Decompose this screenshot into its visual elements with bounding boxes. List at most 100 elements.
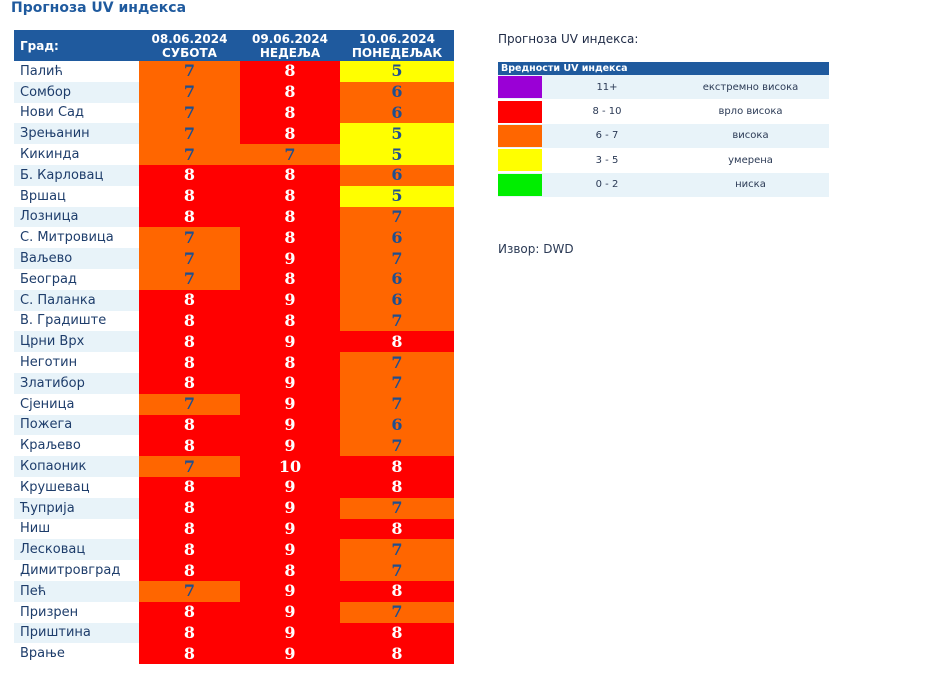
uv-value-cell: 9 bbox=[240, 414, 340, 436]
table-row: Ниш 8 9 8 bbox=[14, 518, 454, 540]
uv-value-cell: 10 bbox=[240, 456, 340, 477]
uv-value-cell: 8 bbox=[139, 372, 240, 394]
day-name: НЕДЕЉА bbox=[259, 45, 321, 60]
city-name: Зрењанин bbox=[14, 123, 139, 145]
legend-item: 3 - 5 умерена bbox=[498, 148, 829, 172]
table-body: Палић 7 8 5 Сомбор 7 8 6 Нови Сад 7 8 6 Зрењанин 7 8 5 К… bbox=[14, 61, 454, 665]
city-name: Београд bbox=[14, 268, 139, 290]
uv-value-cell: 8 bbox=[139, 560, 240, 581]
uv-value-cell: 9 bbox=[240, 476, 340, 498]
table-row: Лозница 8 8 7 bbox=[14, 206, 454, 228]
table-row: Београд 7 8 6 bbox=[14, 268, 454, 290]
uv-value-cell: 9 bbox=[240, 497, 340, 519]
uv-value-cell: 8 bbox=[240, 206, 340, 228]
uv-value-cell: 7 bbox=[139, 227, 240, 249]
day-date: 10.06.2024 bbox=[359, 31, 435, 46]
uv-value-cell: 8 bbox=[340, 476, 454, 498]
uv-value-cell: 8 bbox=[139, 331, 240, 353]
uv-value-cell: 9 bbox=[240, 435, 340, 457]
uv-value-cell: 7 bbox=[340, 601, 454, 623]
city-name: Пећ bbox=[14, 580, 139, 602]
uv-value-cell: 8 bbox=[240, 81, 340, 103]
legend-item: 6 - 7 висока bbox=[498, 123, 829, 149]
uv-value-cell: 7 bbox=[139, 144, 240, 165]
table-row: Лесковац 8 9 7 bbox=[14, 539, 454, 561]
table-row: Пећ 7 9 8 bbox=[14, 580, 454, 602]
legend-range: 11+ bbox=[596, 81, 618, 93]
uv-value-cell: 8 bbox=[240, 61, 340, 82]
legend-swatch bbox=[498, 124, 542, 147]
city-name: Ниш bbox=[14, 518, 139, 540]
legend-label: ниска bbox=[735, 179, 766, 191]
uv-value-cell: 8 bbox=[240, 123, 340, 145]
uv-value-cell: 8 bbox=[139, 476, 240, 498]
legend-rows: 11+ екстремно висока 8 - 10 врло висока 6 - … bbox=[498, 75, 829, 197]
uv-value-cell: 7 bbox=[340, 560, 454, 581]
legend-range: 3 - 5 bbox=[595, 154, 619, 166]
uv-value-cell: 8 bbox=[340, 643, 454, 665]
day-name: ПОНЕДЕЉАК bbox=[351, 45, 443, 60]
uv-value-cell: 7 bbox=[340, 497, 454, 519]
uv-value-cell: 6 bbox=[340, 81, 454, 103]
uv-value-cell: 8 bbox=[139, 643, 240, 665]
legend-title: Прогноза UV индекса: bbox=[498, 32, 639, 46]
uv-value-cell: 9 bbox=[240, 643, 340, 665]
uv-value-cell: 8 bbox=[139, 289, 240, 311]
legend-label: умерена bbox=[728, 154, 773, 166]
city-name: Б. Карловац bbox=[14, 164, 139, 186]
city-name: Призрен bbox=[14, 601, 139, 623]
city-name: Неготин bbox=[14, 352, 139, 373]
city-name: Лесковац bbox=[14, 539, 139, 561]
uv-value-cell: 8 bbox=[139, 164, 240, 186]
table-row: Пожега 8 9 6 bbox=[14, 414, 454, 436]
city-name: Црни Врх bbox=[14, 331, 139, 353]
uv-value-cell: 7 bbox=[139, 580, 240, 602]
city-name: С. Паланка bbox=[14, 289, 139, 311]
uv-value-cell: 7 bbox=[139, 123, 240, 145]
uv-value-cell: 9 bbox=[240, 393, 340, 415]
city-name: Копаоник bbox=[14, 456, 139, 477]
legend-header: Вредности UV индекса bbox=[498, 62, 829, 75]
table-row: Димитровград 8 8 7 bbox=[14, 560, 454, 581]
city-name: Нови Сад bbox=[14, 102, 139, 124]
table-row: Палић 7 8 5 bbox=[14, 61, 454, 82]
uv-value-cell: 7 bbox=[139, 102, 240, 124]
legend-swatch bbox=[498, 173, 542, 196]
table-row: Ћуприја 8 9 7 bbox=[14, 497, 454, 519]
table-row: С. Митровица 7 8 6 bbox=[14, 227, 454, 249]
legend-range: 6 - 7 bbox=[595, 130, 619, 142]
city-name: Пожега bbox=[14, 414, 139, 436]
legend-label: екстремно висока bbox=[702, 81, 799, 93]
uv-value-cell: 6 bbox=[340, 164, 454, 186]
uv-value-cell: 7 bbox=[340, 352, 454, 373]
uv-value-cell: 6 bbox=[340, 268, 454, 290]
uv-value-cell: 8 bbox=[139, 435, 240, 457]
uv-value-cell: 7 bbox=[340, 435, 454, 457]
legend-item: 0 - 2 ниска bbox=[498, 172, 829, 197]
city-name: Лозница bbox=[14, 206, 139, 228]
legend-swatch bbox=[498, 149, 542, 172]
city-column-header: Град: bbox=[14, 30, 139, 61]
table-row: Вршац 8 8 5 bbox=[14, 185, 454, 207]
uv-value-cell: 7 bbox=[340, 248, 454, 269]
uv-value-cell: 7 bbox=[139, 456, 240, 477]
legend-range: 0 - 2 bbox=[595, 179, 619, 191]
uv-value-cell: 7 bbox=[139, 61, 240, 82]
uv-legend: Вредности UV индекса 11+ екстремно висока… bbox=[498, 62, 829, 197]
uv-value-cell: 9 bbox=[240, 539, 340, 561]
uv-value-cell: 7 bbox=[139, 81, 240, 103]
uv-value-cell: 7 bbox=[340, 310, 454, 332]
uv-value-cell: 8 bbox=[240, 185, 340, 207]
table-row: Сјеница 7 9 7 bbox=[14, 393, 454, 415]
uv-value-cell: 5 bbox=[340, 144, 454, 165]
city-name: В. Градиште bbox=[14, 310, 139, 332]
city-name: Краљево bbox=[14, 435, 139, 457]
table-row: Ваљево 7 9 7 bbox=[14, 248, 454, 269]
page-title: Прогноза UV индекса bbox=[11, 0, 187, 16]
uv-value-cell: 8 bbox=[139, 414, 240, 436]
uv-value-cell: 7 bbox=[340, 539, 454, 561]
uv-value-cell: 8 bbox=[340, 518, 454, 540]
table-row: Врање 8 9 8 bbox=[14, 643, 454, 665]
table-row: Неготин 8 8 7 bbox=[14, 352, 454, 373]
table-row: Кикинда 7 7 5 bbox=[14, 144, 454, 165]
